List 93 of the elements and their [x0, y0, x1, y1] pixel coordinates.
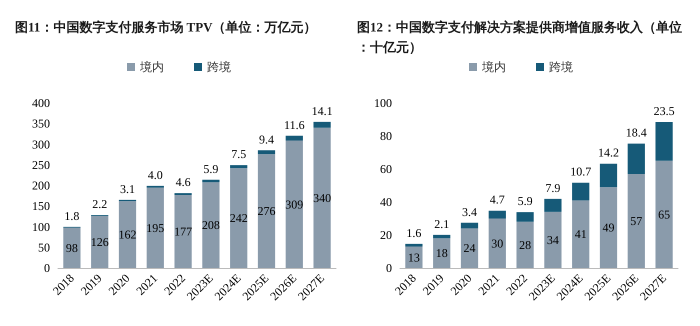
data-label: 1.6: [406, 226, 422, 240]
y-tick-label: 40: [380, 195, 392, 209]
bar: [433, 238, 450, 268]
bar: [460, 222, 478, 228]
bar: [91, 216, 108, 268]
bar: [516, 222, 534, 268]
y-tick-label: 20: [380, 228, 392, 242]
bar: [600, 187, 618, 268]
data-label: 3.4: [462, 204, 477, 219]
legend-label: 境内: [139, 60, 164, 74]
data-label: 24: [464, 241, 476, 256]
bar: [655, 160, 673, 268]
data-label: 195: [146, 220, 164, 235]
bar: [146, 188, 164, 268]
data-label: 4.6: [176, 175, 191, 190]
bar: [433, 234, 450, 238]
data-label: 177: [174, 224, 192, 238]
bar: [313, 128, 331, 268]
y-tick-label: 60: [380, 162, 392, 176]
y-tick-label: 50: [38, 240, 50, 254]
bar: [544, 212, 562, 268]
data-label: 4.7: [490, 192, 505, 207]
data-label: 276: [258, 204, 276, 218]
data-label: 309: [285, 197, 304, 212]
data-label: 13: [408, 250, 420, 264]
data-label: 14.2: [598, 146, 619, 160]
bar: [202, 182, 220, 268]
bar: [258, 154, 276, 268]
y-tick-label: 100: [374, 96, 392, 110]
data-label: 65: [658, 207, 670, 222]
bar: [628, 174, 645, 268]
y-tick-label: 0: [386, 261, 392, 275]
data-label: 18: [436, 246, 448, 260]
data-label: 34: [546, 232, 559, 247]
y-tick-label: 100: [32, 220, 50, 234]
data-label: 28: [519, 238, 532, 252]
data-label: 340: [313, 190, 332, 205]
data-label: 14.1: [312, 104, 333, 118]
data-label: 98: [66, 240, 78, 255]
data-label: 9.4: [259, 132, 274, 146]
bar: [286, 136, 303, 141]
data-label: 2.1: [434, 216, 450, 231]
data-label: 10.7: [570, 164, 592, 179]
y-tick-label: 150: [32, 199, 50, 214]
bar: [313, 122, 331, 128]
data-label: 3.1: [120, 182, 135, 196]
data-label: 7.5: [231, 147, 246, 162]
y-tick-label: 80: [380, 129, 392, 143]
data-label: 41: [574, 227, 587, 242]
y-tick-label: 250: [32, 158, 50, 172]
bar: [572, 182, 590, 200]
data-label: 49: [602, 220, 614, 235]
bar: [544, 198, 562, 212]
data-label: 5.9: [203, 162, 218, 176]
bar: [628, 144, 645, 174]
legend-label: 跨境: [207, 60, 231, 74]
bar: [230, 168, 248, 268]
data-label: 1.8: [64, 208, 80, 223]
chart-title: 图12：中国数字支付解决方案提供商增值服务收入（单位：十亿元）: [357, 20, 682, 54]
data-label: 57: [630, 214, 642, 228]
bar: [230, 165, 248, 168]
chart-title: 图11：中国数字支付服务市场 TPV（单位：万亿元）: [15, 20, 317, 34]
data-label: 18.4: [626, 126, 647, 140]
y-tick-label: 200: [32, 178, 50, 192]
bar: [174, 194, 192, 268]
bar: [63, 228, 81, 268]
bar: [118, 201, 136, 268]
bar: [572, 200, 590, 268]
data-label: 242: [230, 211, 248, 226]
legend-label: 境内: [481, 60, 506, 74]
data-label: 4.0: [148, 168, 163, 182]
bar: [460, 228, 478, 268]
data-label: 126: [90, 235, 109, 250]
bar: [655, 122, 673, 161]
data-label: 208: [202, 218, 220, 232]
y-tick-label: 350: [32, 116, 50, 131]
data-label: 30: [491, 236, 504, 250]
data-label: 2.2: [92, 197, 108, 212]
bar: [488, 218, 506, 268]
bar: [516, 212, 534, 222]
bar: [488, 210, 506, 218]
bar: [600, 164, 618, 188]
bar: [286, 140, 303, 268]
data-label: 5.9: [518, 194, 533, 208]
data-label: 7.9: [545, 180, 560, 195]
y-tick-label: 300: [32, 137, 50, 152]
bar: [405, 244, 423, 247]
y-tick-label: 0: [44, 261, 50, 275]
data-label: 11.6: [284, 118, 305, 132]
data-label: 162: [118, 228, 136, 242]
legend-label: 跨境: [549, 60, 573, 74]
data-label: 23.5: [654, 104, 675, 118]
y-tick-label: 400: [32, 96, 50, 110]
